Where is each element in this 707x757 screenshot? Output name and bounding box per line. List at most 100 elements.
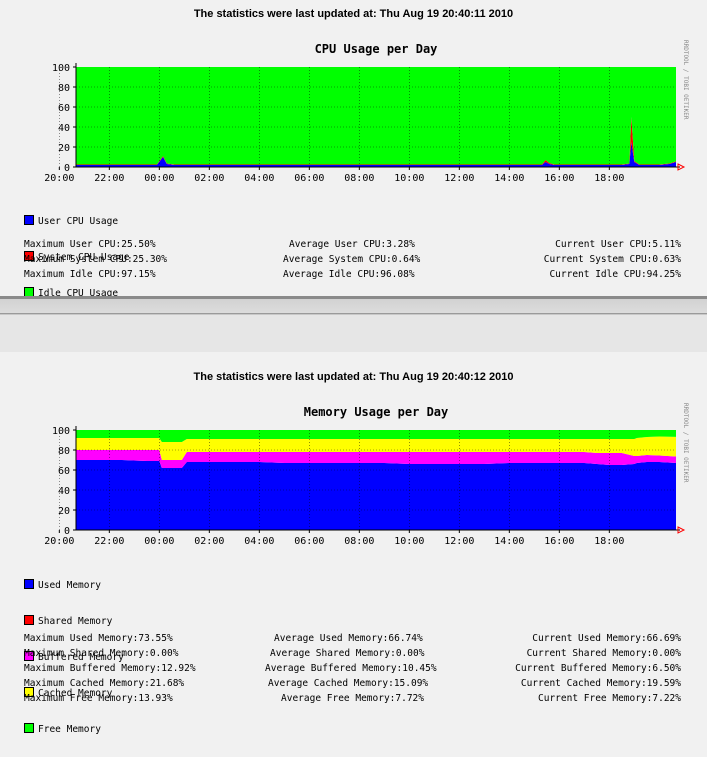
series-area-used-memory [76,460,676,530]
last-updated-text: The statistics were last updated at: Thu… [193,8,514,20]
legend-swatch-system [24,251,34,261]
stat-cur-user: Current User CPU:5.11% [555,239,681,250]
legend-item: Cached Memory [24,687,124,699]
stat-cur-cached: Current Cached Memory:19.59% [520,678,681,689]
y-tick-label: 0 [64,163,70,174]
x-tick-label: 20:00 [44,536,74,547]
legend-label: User CPU Usage [38,216,119,227]
stat-max-free: Maximum Free Memory:13.93% [24,693,173,704]
y-tick-label: 20 [58,506,70,517]
legend-label: Used Memory [38,580,101,591]
series-area-free-memory [76,430,676,442]
legend-item: System CPU Usage [24,251,130,263]
x-tick-label: 08:00 [344,173,374,184]
stat-avg-shared: Average Shared Memory:0.00% [270,648,425,659]
x-tick-label: 02:00 [194,536,224,547]
stat-avg-free: Average Free Memory:7.72% [281,693,424,704]
x-tick-label: 12:00 [444,536,474,547]
legend-label: Free Memory [38,724,101,735]
stat-cur-shared: Current Shared Memory:0.00% [526,648,681,659]
legend-swatch-cached [24,687,34,697]
legend-label: Idle CPU Usage [38,288,119,299]
y-tick-label: 0 [64,526,70,537]
y-tick-label: 60 [58,103,70,114]
cpu-panel: The statistics were last updated at: Thu… [0,0,707,299]
y-tick-label: 100 [52,426,70,437]
chart-title: Memory Usage per Day [304,405,449,419]
last-updated-text: The statistics were last updated at: Thu… [193,371,514,383]
stat-avg-idle: Average Idle CPU:96.08% [283,269,415,280]
stat-max-user: Maximum User CPU:25.50% [24,239,156,250]
x-tick-label: 16:00 [544,536,574,547]
legend-item: Buffered Memory [24,651,124,663]
x-tick-label: 10:00 [394,173,424,184]
x-axis-arrow [677,163,686,171]
memory-usage-chart: Memory Usage per Day RRDTOOL / TOBI OETIK… [44,403,689,547]
legend-item: User CPU Usage [24,215,130,227]
x-tick-label: 10:00 [394,536,424,547]
stat-cur-system: Current System CPU:0.63% [543,254,681,265]
x-tick-label: 22:00 [94,536,124,547]
legend-swatch-used [24,579,34,589]
legend-label: System CPU Usage [38,252,130,263]
stat-cur-buffered: Current Buffered Memory:6.50% [515,663,681,674]
y-tick-label: 40 [58,486,70,497]
stat-avg-user: Average User CPU:3.28% [289,239,415,250]
x-tick-label: 04:00 [244,173,274,184]
cpu-usage-chart: CPU Usage per Day RRDTOOL / TOBI OETIKER 0… [44,40,689,184]
x-tick-label: 04:00 [244,536,274,547]
legend-item: Shared Memory [24,615,124,627]
y-tick-label: 100 [52,63,70,74]
legend-swatch-free [24,723,34,733]
x-tick-label: 18:00 [594,536,624,547]
series-area-cached-memory [76,436,676,460]
legend-label: Shared Memory [38,616,113,627]
stat-avg-cached: Average Cached Memory:15.09% [268,678,429,689]
stat-max-cached: Maximum Cached Memory:21.68% [24,678,185,689]
legend-label: Buffered Memory [38,652,124,663]
legend-item: Free Memory [24,723,124,735]
x-tick-label: 18:00 [594,173,624,184]
x-tick-label: 00:00 [144,536,174,547]
legend-swatch-shared [24,615,34,625]
legend-item: Used Memory [24,579,124,591]
x-tick-label: 00:00 [144,173,174,184]
chart-title: CPU Usage per Day [315,42,438,56]
y-tick-label: 80 [58,446,70,457]
legend-label: Cached Memory [38,688,113,699]
stat-cur-used: Current Used Memory:66.69% [532,633,681,644]
stat-avg-used: Average Used Memory:66.74% [274,633,423,644]
x-tick-label: 16:00 [544,173,574,184]
legend-swatch-buffered [24,651,34,661]
y-tick-label: 80 [58,83,70,94]
x-tick-label: 06:00 [294,536,324,547]
stat-max-system: Maximum System CPU:25.30% [24,254,167,265]
x-tick-label: 14:00 [494,173,524,184]
x-tick-label: 08:00 [344,536,374,547]
cpu-legend: User CPU Usage System CPU Usage Idle CPU… [24,193,130,321]
x-tick-label: 20:00 [44,173,74,184]
stat-avg-buffered: Average Buffered Memory:10.45% [265,663,437,674]
rrdtool-watermark: RRDTOOL / TOBI OETIKER [682,403,689,483]
stat-cur-idle: Current Idle CPU:94.25% [549,269,681,280]
stat-avg-system: Average System CPU:0.64% [283,254,421,265]
x-tick-label: 14:00 [494,536,524,547]
y-tick-label: 20 [58,143,70,154]
rrdtool-watermark: RRDTOOL / TOBI OETIKER [682,40,689,120]
stat-max-used: Maximum Used Memory:73.55% [24,633,173,644]
series-area-idle-cpu-usage [76,67,676,165]
y-tick-label: 60 [58,466,70,477]
x-tick-label: 22:00 [94,173,124,184]
stat-max-shared: Maximum Shared Memory:0.00% [24,648,179,659]
stat-cur-free: Current Free Memory:7.22% [538,693,681,704]
x-tick-label: 06:00 [294,173,324,184]
memory-panel: The statistics were last updated at: Thu… [0,352,707,735]
x-tick-label: 02:00 [194,173,224,184]
x-tick-label: 12:00 [444,173,474,184]
frame-divider[interactable] [0,296,707,353]
legend-swatch-user [24,215,34,225]
stat-max-idle: Maximum Idle CPU:97.15% [24,269,156,280]
stat-max-buffered: Maximum Buffered Memory:12.92% [24,663,196,674]
x-axis-arrow [677,526,686,534]
y-tick-label: 40 [58,123,70,134]
